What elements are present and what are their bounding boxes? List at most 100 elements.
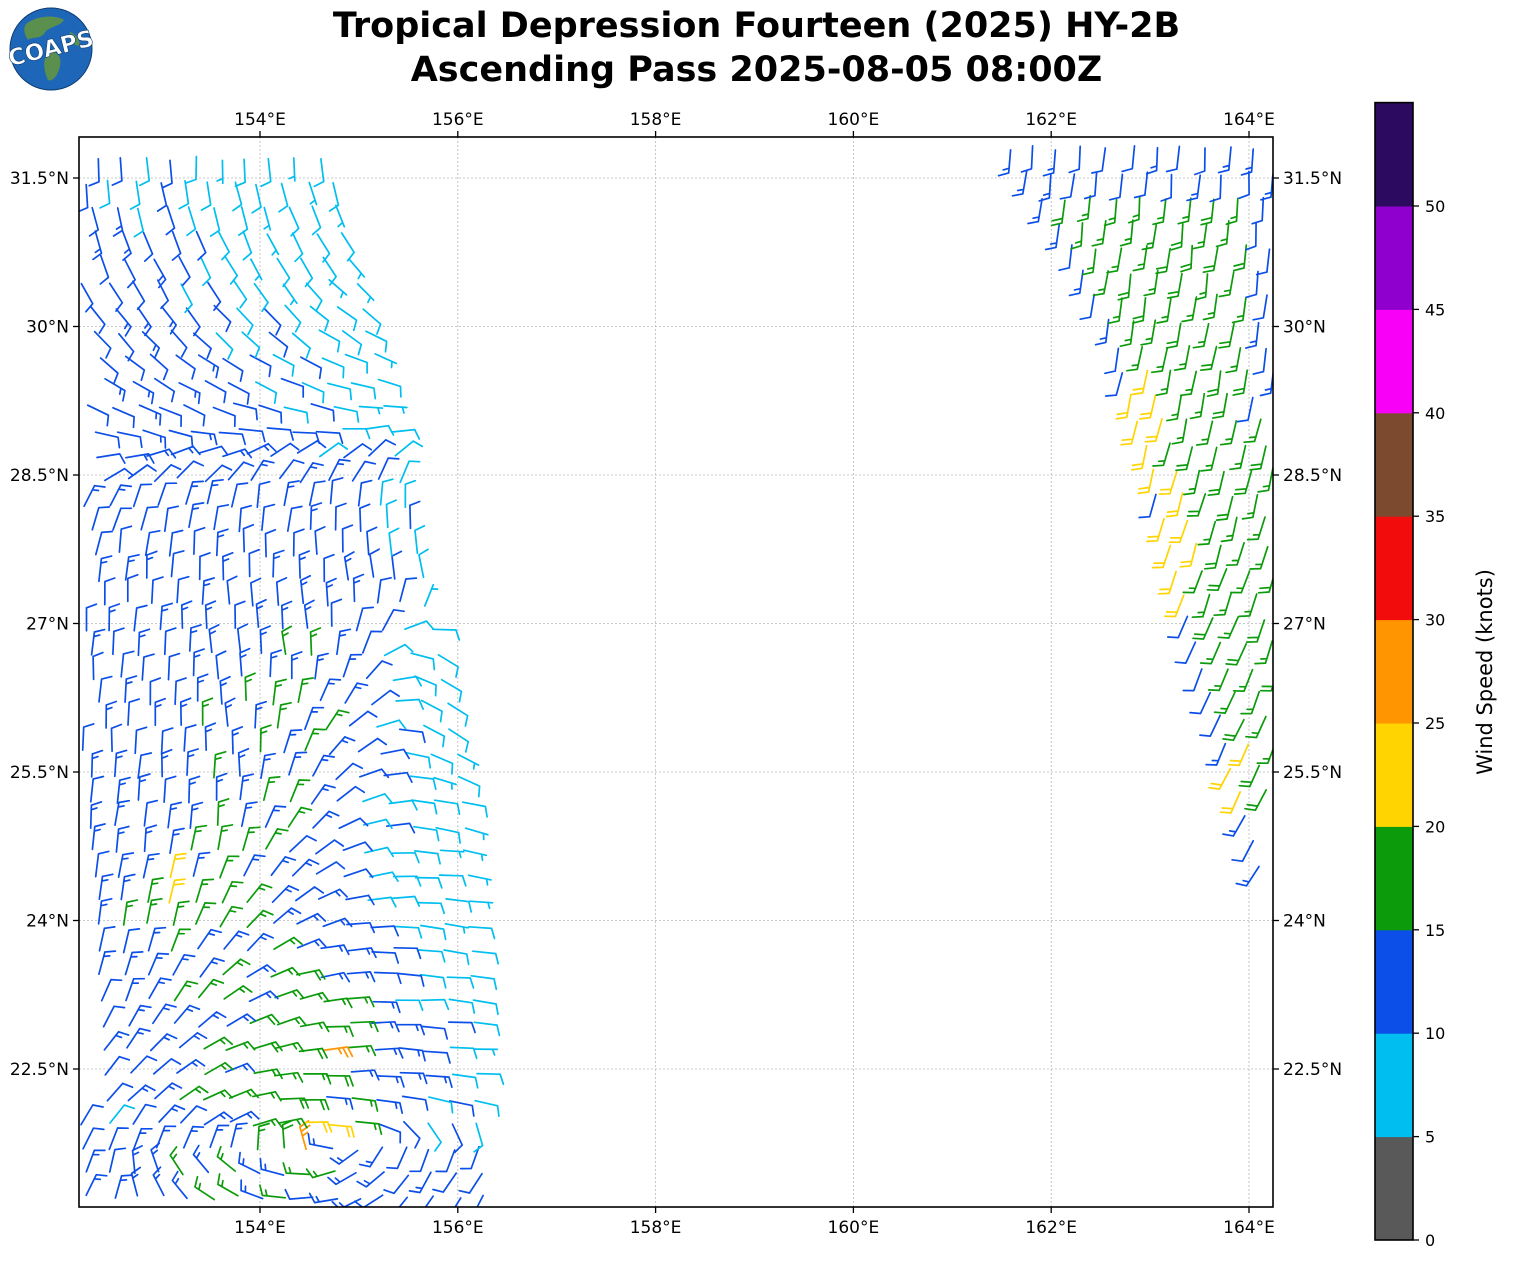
wind-barb	[168, 878, 186, 904]
wind-barb	[116, 776, 131, 804]
wind-barb	[152, 1166, 165, 1197]
wind-barb	[279, 459, 305, 480]
colorbar-tick-label: 10	[1425, 1024, 1445, 1043]
wind-barb	[197, 978, 225, 999]
wind-barb	[1103, 198, 1118, 227]
wind-barb	[321, 357, 345, 379]
wind-barb	[1218, 322, 1235, 349]
wind-barb	[396, 1023, 426, 1036]
wind-barb	[283, 480, 300, 507]
wind-barb	[273, 1071, 304, 1083]
wind-barb	[1144, 417, 1163, 443]
wind-barb	[216, 1145, 237, 1172]
wind-barb	[399, 577, 418, 603]
wind-barb	[256, 1122, 270, 1151]
wind-barb	[126, 1027, 151, 1049]
wind-barb	[268, 331, 289, 358]
wind-barb	[115, 825, 130, 853]
wind-barb	[99, 254, 110, 285]
wind-barb	[1215, 495, 1234, 521]
wind-barb	[1240, 690, 1261, 715]
wind-barb	[170, 928, 192, 952]
wind-barb	[1200, 198, 1215, 226]
wind-barb	[190, 824, 208, 851]
wind-barb	[356, 1171, 385, 1188]
wind-barb	[168, 529, 184, 557]
wind-barb	[1238, 170, 1250, 200]
wind-barb	[365, 660, 393, 680]
wind-barb	[204, 1061, 234, 1076]
wind-barb	[92, 651, 104, 681]
wind-barb	[1150, 347, 1169, 374]
wind-barb	[216, 798, 230, 826]
wind-barb	[366, 526, 378, 556]
wind-barb	[165, 205, 176, 236]
wind-barb	[167, 652, 181, 681]
wind-barb	[291, 232, 304, 263]
wind-barb	[1070, 221, 1084, 250]
lon-tick-label-top: 156°E	[432, 110, 484, 130]
wind-barb	[336, 628, 352, 656]
wind-barb	[238, 1151, 261, 1175]
wind-barb	[185, 307, 201, 337]
wind-barb	[325, 1074, 354, 1087]
wind-barb	[161, 159, 173, 189]
wind-barb	[451, 1073, 479, 1089]
wind-barb	[409, 775, 437, 791]
wind-barb	[256, 480, 271, 509]
wind-barb	[224, 255, 239, 285]
wind-barb	[100, 978, 123, 1002]
wind-barb	[316, 233, 331, 263]
lon-tick-label-top: 164°E	[1223, 110, 1275, 130]
wind-barb	[303, 1121, 333, 1133]
wind-barb	[234, 158, 246, 188]
wind-barb	[243, 854, 266, 877]
wind-barb	[364, 846, 394, 858]
wind-barb	[112, 627, 125, 656]
wind-barb	[393, 946, 422, 960]
wind-barb	[192, 1144, 210, 1174]
wind-barb	[129, 180, 141, 210]
wind-barb	[1207, 470, 1225, 497]
wind-barb	[133, 207, 145, 238]
wind-barb	[190, 430, 218, 446]
colorbar-tick-label: 30	[1425, 611, 1445, 630]
wind-barb	[169, 827, 185, 855]
wind-barb	[170, 329, 188, 358]
wind-barb	[297, 677, 314, 704]
wind-barb	[318, 329, 341, 353]
wind-barb	[459, 1145, 480, 1170]
wind-barb	[376, 1075, 405, 1088]
wind-barb	[1232, 369, 1249, 396]
wind-barb	[1192, 617, 1214, 640]
lat-tick-label-left: 31.5°N	[10, 169, 69, 189]
wind-barb	[1252, 294, 1268, 321]
wind-barb	[251, 183, 262, 214]
wind-barb	[1249, 445, 1267, 471]
wind-barb	[185, 480, 205, 505]
wind-barb	[394, 925, 423, 939]
chart-title: Tropical Depression Fourteen (2025) HY-2…	[0, 4, 1513, 92]
wind-barb	[288, 206, 300, 237]
chart-title-line1: Tropical Depression Fourteen (2025) HY-2…	[332, 6, 1181, 46]
wind-barb	[305, 282, 323, 311]
wind-barb	[157, 482, 178, 506]
wind-barb	[195, 902, 217, 925]
wind-barb	[1240, 148, 1255, 176]
wind-barb	[318, 442, 349, 458]
wind-barb	[178, 1032, 208, 1049]
wind-barb	[160, 727, 174, 756]
wind-barb	[410, 652, 436, 671]
wind-barb	[1117, 273, 1132, 301]
wind-barb	[1180, 244, 1194, 273]
wind-barb	[232, 279, 248, 309]
wind-barb	[252, 1041, 283, 1053]
wind-barb	[1155, 247, 1171, 275]
wind-barb	[418, 548, 429, 579]
wind-barb	[198, 1011, 227, 1028]
wind-barb	[1243, 418, 1262, 444]
lat-tick-label-right: 30°N	[1283, 318, 1326, 338]
wind-barb	[188, 624, 202, 652]
lat-tick-label-left: 25.5°N	[10, 763, 69, 783]
wind-barb	[219, 855, 240, 879]
